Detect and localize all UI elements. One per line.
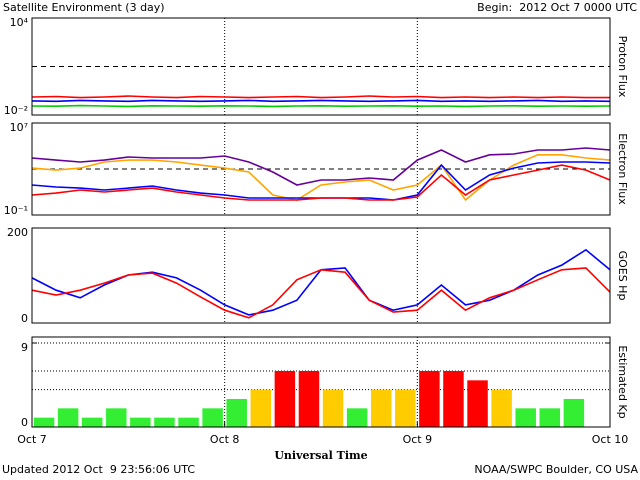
series-line — [31, 164, 611, 201]
y-axis-label: Estimated Kp — [616, 345, 629, 418]
y-tick-label: 10⁻² — [4, 104, 28, 117]
x-tick-label: Oct 7 — [17, 433, 47, 446]
kp-bar — [250, 389, 272, 427]
kp-bar — [539, 408, 561, 427]
panel-frame — [31, 122, 611, 216]
x-tick-label: Oct 10 — [592, 433, 629, 446]
begin-time: Begin: 2012 Oct 7 0000 UTC — [477, 1, 637, 14]
kp-bar — [443, 371, 464, 427]
y-axis-label: Electron Flux — [616, 133, 629, 205]
y-axis-label: GOES Hp — [616, 251, 629, 301]
kp-bar — [395, 389, 416, 427]
kp-bar — [178, 417, 199, 427]
series-line — [31, 99, 611, 103]
chart-title: Satellite Environment (3 day) — [3, 1, 165, 14]
y-tick-label: 10⁷ — [10, 121, 28, 134]
x-tick-label: Oct 9 — [403, 433, 433, 446]
series-line — [31, 104, 611, 108]
kp-bar — [298, 371, 320, 427]
panel-frame — [31, 17, 611, 116]
kp-bar — [81, 417, 103, 427]
kp-bar — [467, 380, 488, 427]
credit: NOAA/SWPC Boulder, CO USA — [474, 463, 638, 476]
series-line — [31, 154, 611, 202]
kp-bar — [33, 417, 55, 427]
kp-bar — [154, 417, 175, 427]
kp-bar — [106, 408, 127, 427]
y-tick-label: 10⁻¹ — [4, 204, 28, 217]
y-tick-label: 9 — [21, 341, 28, 354]
y-tick-label: 0 — [21, 416, 28, 429]
updated-time: Updated 2012 Oct 9 23:56:06 UTC — [2, 463, 195, 476]
series-line — [31, 95, 610, 99]
x-axis-label: Universal Time — [274, 449, 367, 462]
y-tick-label: 200 — [7, 226, 28, 239]
kp-bar — [419, 371, 440, 427]
kp-bar — [563, 399, 585, 427]
kp-bar — [370, 389, 392, 427]
kp-bar — [274, 371, 296, 427]
panel-frame — [31, 336, 611, 428]
kp-bar — [515, 408, 536, 427]
kp-bar — [57, 408, 79, 427]
kp-bar — [226, 399, 247, 427]
kp-bar — [491, 389, 512, 427]
y-tick-label: 0 — [21, 312, 28, 325]
kp-bar — [202, 408, 223, 427]
kp-bar — [346, 408, 368, 427]
panel-frame — [31, 227, 611, 324]
kp-bar — [130, 417, 151, 427]
series-line — [31, 147, 611, 186]
kp-bar — [322, 389, 344, 427]
y-tick-label: 10⁴ — [10, 16, 29, 29]
y-axis-label: Proton Flux — [616, 36, 629, 98]
series-line — [31, 267, 611, 319]
x-tick-label: Oct 8 — [210, 433, 240, 446]
